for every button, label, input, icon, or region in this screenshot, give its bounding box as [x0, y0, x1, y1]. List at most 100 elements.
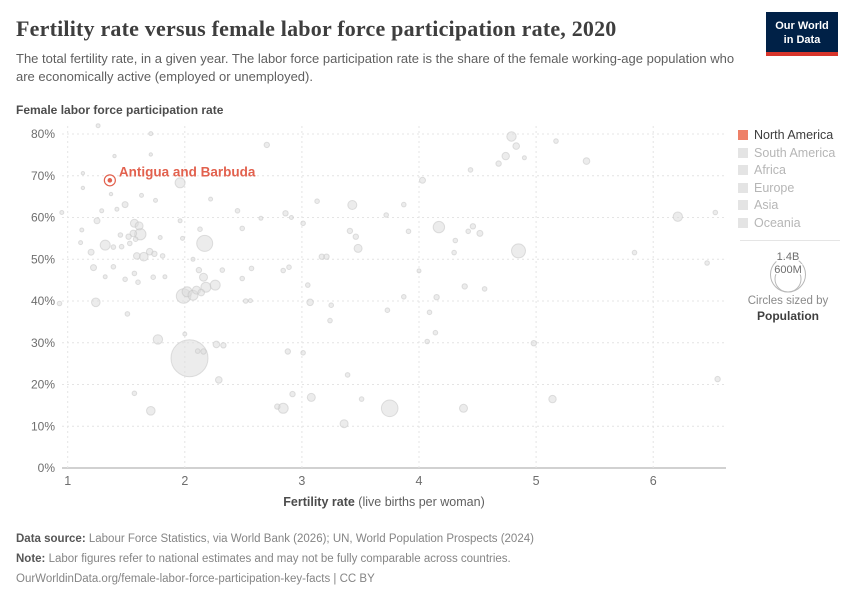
data-point[interactable]	[258, 215, 264, 221]
data-point[interactable]	[197, 226, 203, 232]
data-point[interactable]	[133, 252, 141, 260]
data-point[interactable]	[426, 309, 433, 316]
data-point[interactable]	[157, 235, 163, 240]
highlight-label[interactable]: Antigua and Barbuda	[119, 164, 256, 179]
data-point[interactable]	[239, 225, 245, 232]
data-point[interactable]	[469, 223, 477, 230]
data-point[interactable]	[151, 250, 158, 258]
data-point[interactable]	[242, 298, 249, 304]
data-point[interactable]	[506, 131, 517, 142]
data-point[interactable]	[195, 266, 203, 274]
data-point[interactable]	[180, 235, 185, 241]
data-point[interactable]	[424, 338, 431, 345]
data-point[interactable]	[248, 265, 255, 272]
data-point[interactable]	[347, 200, 358, 210]
data-point[interactable]	[432, 220, 446, 234]
data-point[interactable]	[306, 392, 316, 402]
data-point[interactable]	[511, 243, 526, 259]
data-point[interactable]	[78, 240, 84, 246]
data-point[interactable]	[501, 151, 510, 161]
data-point[interactable]	[220, 342, 227, 349]
data-point[interactable]	[467, 167, 474, 173]
data-point[interactable]	[239, 275, 245, 282]
data-point[interactable]	[274, 403, 281, 410]
data-point[interactable]	[432, 329, 439, 336]
data-point[interactable]	[118, 243, 125, 250]
legend-item-europe[interactable]: Europe	[738, 181, 846, 195]
data-point[interactable]	[714, 375, 721, 383]
data-point[interactable]	[131, 390, 138, 397]
data-point[interactable]	[150, 274, 156, 281]
data-point[interactable]	[79, 227, 85, 233]
data-point[interactable]	[452, 237, 459, 244]
data-point[interactable]	[190, 256, 196, 262]
data-point[interactable]	[194, 348, 201, 354]
data-point[interactable]	[131, 270, 138, 277]
data-point[interactable]	[327, 317, 333, 324]
data-point[interactable]	[476, 229, 484, 237]
data-point[interactable]	[306, 298, 314, 307]
data-point[interactable]	[353, 243, 363, 253]
data-point[interactable]	[146, 406, 156, 416]
data-point[interactable]	[99, 239, 111, 251]
data-point[interactable]	[102, 274, 108, 280]
data-point[interactable]	[196, 234, 214, 252]
data-point[interactable]	[152, 334, 164, 345]
data-point[interactable]	[465, 228, 472, 235]
data-point[interactable]	[300, 350, 306, 356]
data-point[interactable]	[93, 217, 101, 225]
data-point[interactable]	[352, 233, 359, 240]
data-point[interactable]	[127, 240, 133, 247]
data-point[interactable]	[495, 160, 502, 167]
data-point[interactable]	[121, 201, 129, 209]
data-point[interactable]	[56, 300, 63, 307]
data-point[interactable]	[219, 267, 226, 273]
legend-item-oceania[interactable]: Oceania	[738, 216, 846, 230]
data-point[interactable]	[419, 176, 426, 184]
legend-item-south-america[interactable]: South America	[738, 146, 846, 160]
data-point[interactable]	[208, 196, 214, 202]
data-point[interactable]	[108, 191, 114, 197]
data-point[interactable]	[358, 396, 365, 402]
data-point[interactable]	[548, 394, 557, 404]
data-point[interactable]	[110, 264, 117, 270]
data-point[interactable]	[159, 253, 166, 259]
data-point[interactable]	[174, 177, 186, 189]
legend-item-africa[interactable]: Africa	[738, 163, 846, 177]
data-point[interactable]	[672, 211, 683, 222]
data-point[interactable]	[90, 264, 97, 272]
data-point[interactable]	[405, 228, 412, 235]
data-point[interactable]	[95, 123, 101, 129]
data-point[interactable]	[99, 208, 105, 214]
data-point[interactable]	[200, 348, 207, 355]
data-point[interactable]	[197, 288, 205, 297]
data-point[interactable]	[177, 218, 183, 224]
data-point[interactable]	[148, 152, 154, 157]
data-point[interactable]	[132, 236, 139, 242]
data-point[interactable]	[328, 302, 335, 309]
data-point[interactable]	[461, 283, 468, 290]
data-point[interactable]	[631, 249, 638, 256]
data-point[interactable]	[553, 138, 559, 144]
data-point[interactable]	[170, 339, 209, 378]
data-point[interactable]	[459, 403, 468, 413]
data-point[interactable]	[263, 141, 270, 149]
data-point[interactable]	[380, 399, 399, 418]
legend-item-north-america[interactable]: North America	[738, 128, 846, 142]
data-point[interactable]	[582, 157, 591, 165]
data-point[interactable]	[91, 297, 101, 308]
data-point[interactable]	[212, 340, 221, 349]
data-point[interactable]	[134, 221, 144, 231]
data-point[interactable]	[124, 311, 131, 317]
data-point[interactable]	[139, 192, 144, 198]
data-point[interactable]	[704, 260, 710, 266]
data-point[interactable]	[401, 294, 407, 300]
data-point[interactable]	[182, 331, 188, 337]
data-point[interactable]	[530, 340, 537, 347]
data-point[interactable]	[284, 348, 291, 355]
data-point[interactable]	[59, 210, 65, 215]
data-point[interactable]	[247, 298, 253, 304]
data-point[interactable]	[117, 232, 124, 238]
data-point[interactable]	[339, 419, 349, 429]
